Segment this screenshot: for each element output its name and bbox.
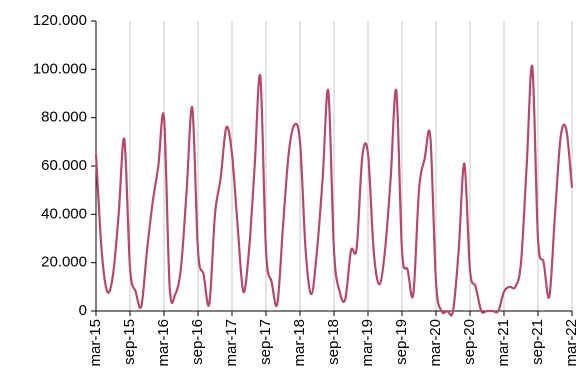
x-tick-label: sep-20 <box>461 319 478 365</box>
x-tick-label: mar-20 <box>427 319 444 367</box>
y-tick-label: 100.000 <box>33 60 87 77</box>
y-tick-label: 20.000 <box>41 254 87 271</box>
x-tick-label: mar-15 <box>87 319 104 367</box>
y-tick-label: 80.000 <box>41 109 87 126</box>
x-tick-label: mar-19 <box>359 319 376 367</box>
y-tick-label: 120.000 <box>33 12 87 29</box>
x-tick-label: mar-21 <box>495 319 512 367</box>
y-tick-label: 0 <box>79 302 87 319</box>
data-line <box>94 64 574 317</box>
y-tick-label: 40.000 <box>41 205 87 222</box>
x-tick-label: sep-18 <box>325 319 342 365</box>
x-tick-label: sep-16 <box>189 319 206 365</box>
x-tick-label: mar-16 <box>155 319 172 367</box>
x-tick-label: sep-21 <box>529 319 546 365</box>
x-tick-label: mar-18 <box>291 319 308 367</box>
x-tick-label: mar-22 <box>563 319 580 367</box>
x-tick-label: sep-19 <box>393 319 410 365</box>
x-tick-label: sep-17 <box>257 319 274 365</box>
x-tick-label: mar-17 <box>223 319 240 367</box>
x-tick-label: sep-15 <box>121 319 138 365</box>
y-tick-label: 60.000 <box>41 157 87 174</box>
